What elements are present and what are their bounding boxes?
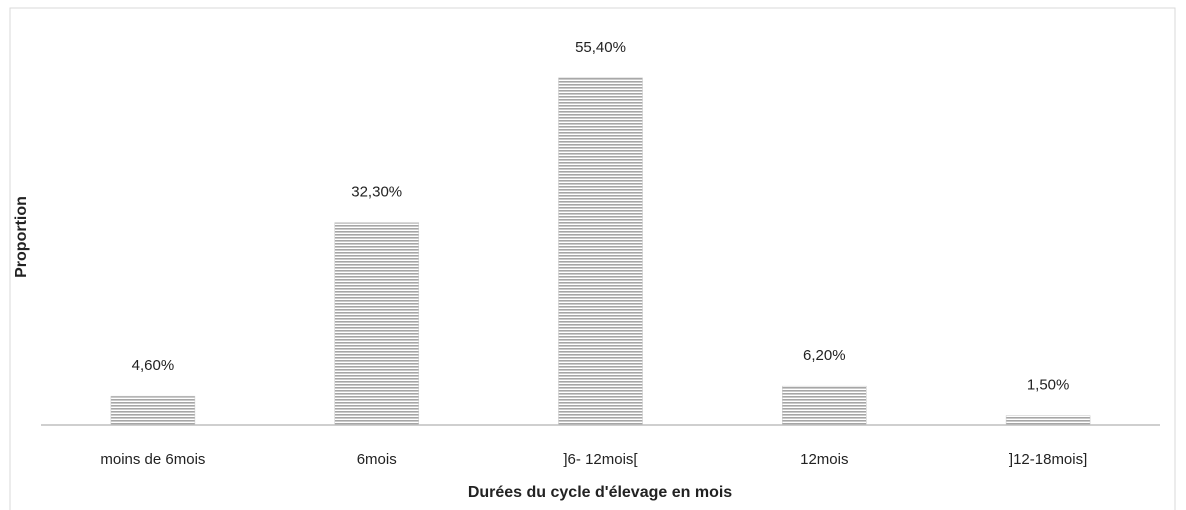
bar xyxy=(782,385,867,426)
x-axis-title: Durées du cycle d'élevage en mois xyxy=(468,484,732,501)
data-label: 32,30% xyxy=(351,184,402,201)
bar xyxy=(1005,415,1091,426)
data-label: 55,40% xyxy=(575,39,626,56)
data-label: 4,60% xyxy=(132,357,175,374)
x-tick-label: 12mois xyxy=(800,451,848,468)
bar xyxy=(334,222,419,426)
x-tick-label: ]12-18mois] xyxy=(1009,451,1087,468)
x-tick-label: moins de 6mois xyxy=(100,451,205,468)
data-label: 1,50% xyxy=(1027,377,1070,394)
y-axis-title: Proportion xyxy=(13,196,30,278)
x-tick-label: 6mois xyxy=(357,451,397,468)
frame xyxy=(9,7,1176,510)
data-label: 6,20% xyxy=(803,347,846,364)
x-tick-label: ]6- 12mois[ xyxy=(563,451,638,468)
bar xyxy=(110,395,196,426)
bar xyxy=(558,77,643,426)
